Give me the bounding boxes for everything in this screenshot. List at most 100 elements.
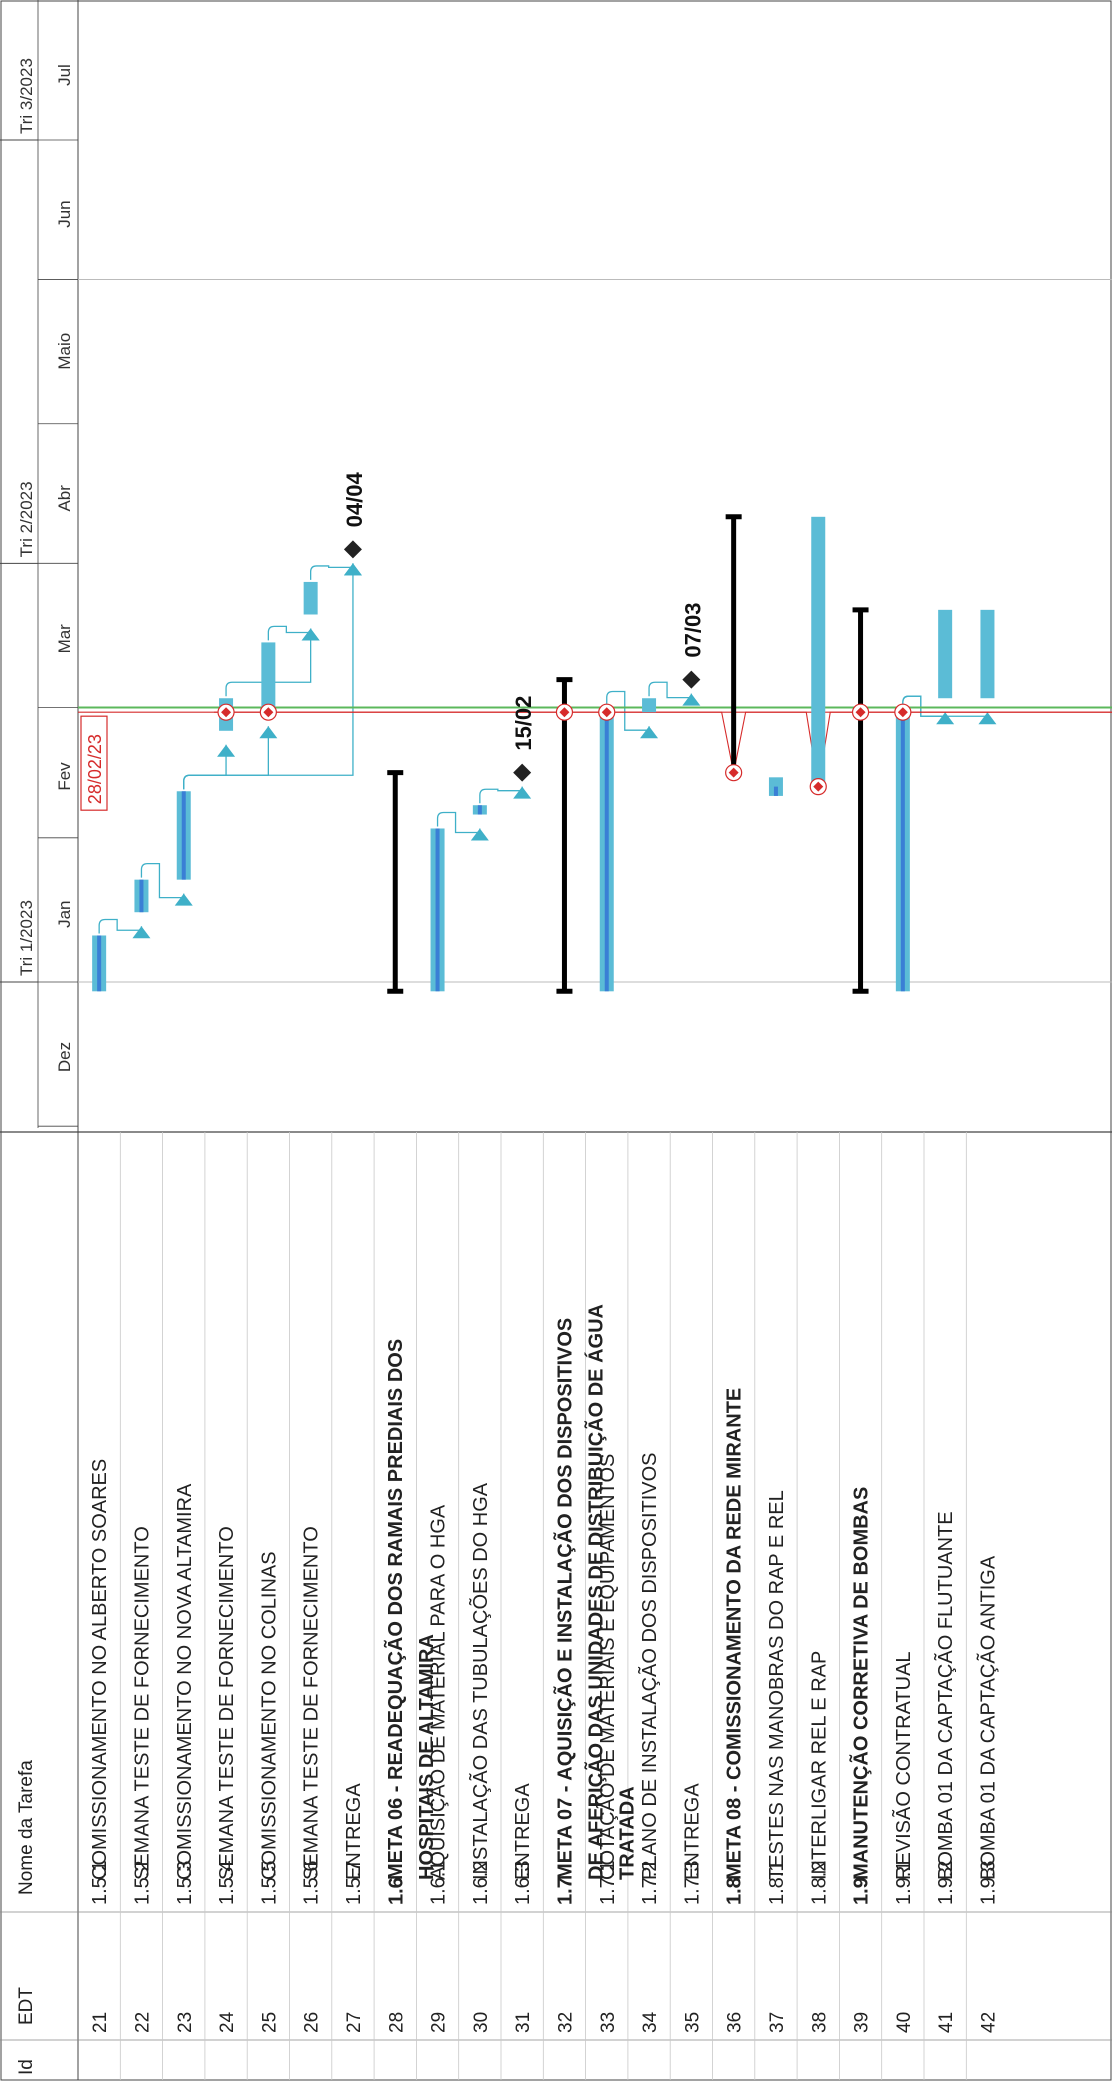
row-task-name: COMISSIONAMENTO NO NOVA ALTAMIRA	[174, 1483, 196, 1880]
row-id: 38	[809, 2012, 830, 2033]
row-id: 27	[344, 2012, 365, 2033]
link-arrow	[978, 712, 997, 725]
row-edt: 1.8.2	[808, 1861, 830, 1905]
row-id: 39	[852, 2012, 873, 2033]
link-arrow	[640, 726, 659, 739]
row-task-name: SEMANA TESTE DE FORNECIMENTO	[216, 1526, 238, 1880]
progress-point-diamond	[263, 707, 274, 718]
row-task-name: MANUTENÇÃO CORRETIVA DE BOMBAS	[850, 1487, 873, 1880]
row-id: 42	[978, 2012, 999, 2033]
milestone-date-label: 07/03	[680, 603, 705, 658]
status-date-label: 28/02/23	[85, 734, 105, 804]
row-task-name: ENTREGA	[681, 1783, 703, 1880]
task-bar[interactable]	[642, 698, 657, 713]
dependency-link	[902, 695, 989, 717]
row-task-name: SEMANA TESTE DE FORNECIMENTO	[131, 1526, 153, 1880]
row-edt: 1.6.2	[470, 1861, 492, 1905]
month-label: Jan	[55, 900, 74, 927]
summary-bracket[interactable]	[725, 514, 742, 776]
link-arrow	[682, 693, 701, 706]
task-progress	[181, 791, 186, 880]
task-bar[interactable]	[811, 516, 826, 787]
progress-line	[214, 711, 1112, 787]
row-edt: 1.9	[851, 1877, 873, 1905]
row-id: 34	[640, 2011, 661, 2033]
row-task-name: META 08 - COMISSIONAMENTO DA REDE MIRANT…	[724, 1388, 746, 1880]
summary-bracket[interactable]	[852, 607, 869, 994]
row-edt: 1.5.3	[174, 1861, 196, 1905]
row-id: 37	[767, 2012, 788, 2033]
milestone-diamond[interactable]	[682, 670, 701, 689]
task-bar[interactable]	[980, 609, 995, 699]
link-arrow	[174, 893, 193, 906]
dependency-link	[183, 744, 227, 790]
task-bar[interactable]	[303, 581, 318, 615]
row-task-name: TRATADA	[616, 1786, 638, 1880]
row-task-name: AQUISIÇÃO DE MATERIAL PARA O HGA	[426, 1504, 450, 1880]
row-task-name: INTERLIGAR REL E RAP	[808, 1651, 830, 1880]
row-id: 26	[302, 2012, 323, 2033]
progress-point-diamond	[813, 781, 824, 792]
link-arrow	[470, 828, 489, 841]
month-label: Fev	[55, 762, 74, 791]
quarter-label: Tri 3/2023	[17, 58, 36, 134]
row-task-name: TESTES NAS MANOBRAS DO RAP E REL	[766, 1490, 788, 1880]
summary-bracket[interactable]	[387, 770, 404, 994]
task-progress	[900, 712, 905, 992]
row-edt: 1.8	[724, 1877, 746, 1905]
row-task-name: DE AFERIÇÃO DAS UNIDADES DE DISTRIBUIÇÃO…	[584, 1304, 607, 1880]
row-task-name: ENTREGA	[343, 1783, 365, 1880]
dependency-link	[98, 918, 143, 934]
milestone-diamond[interactable]	[343, 540, 362, 559]
row-edt: 1.5.4	[216, 1861, 238, 1905]
task-bar[interactable]	[261, 642, 276, 713]
row-edt: 1.6.1	[428, 1861, 450, 1905]
row-id: 29	[429, 2012, 450, 2033]
month-label: Mar	[55, 624, 74, 654]
month-label: Maio	[55, 333, 74, 370]
row-edt: 1.9.2	[935, 1861, 957, 1905]
row-edt: 1.6.3	[512, 1861, 534, 1905]
task-progress	[97, 935, 102, 992]
row-edt: 1.7.3	[681, 1861, 703, 1905]
task-progress	[604, 707, 609, 992]
row-task-name: SEMANA TESTE DE FORNECIMENTO	[301, 1526, 323, 1880]
link-arrow	[343, 563, 362, 576]
task-progress	[435, 828, 440, 992]
status-date-box	[80, 715, 108, 811]
milestone-date-label: 15/02	[511, 696, 536, 751]
row-task-name: BOMBA 01 DA CAPTAÇÃO ANTIGA	[975, 1555, 999, 1880]
row-edt: 1.5.7	[343, 1861, 365, 1905]
summary-bracket[interactable]	[556, 677, 573, 994]
progress-point-diamond	[897, 707, 908, 718]
milestone-diamond[interactable]	[513, 763, 532, 782]
dependency-link	[225, 628, 312, 697]
month-label: Jul	[55, 64, 74, 86]
row-id: 30	[471, 2012, 492, 2033]
link-arrow	[259, 726, 278, 739]
task-progress	[139, 879, 144, 913]
column-header-id: Id	[16, 2059, 37, 2075]
progress-point-diamond	[221, 707, 232, 718]
dependency-link	[479, 786, 523, 804]
link-arrow	[301, 628, 320, 641]
task-bar[interactable]	[938, 609, 953, 699]
dependency-link	[310, 563, 354, 580]
link-arrow	[132, 926, 151, 939]
row-task-name: REVISÃO CONTRATUAL	[891, 1651, 915, 1880]
row-task-name: COMISSIONAMENTO NO ALBERTO SOARES	[89, 1459, 111, 1880]
row-id: 22	[132, 2012, 153, 2033]
row-id: 28	[386, 2012, 407, 2033]
month-label: Dez	[55, 1042, 74, 1072]
link-arrow	[217, 744, 236, 757]
link-arrow	[936, 712, 955, 725]
row-task-name: COTAÇÃO DE MATERIAIS E EQUIPAMENTOS	[595, 1454, 619, 1880]
row-id: 40	[894, 2012, 915, 2033]
row-edt: 1.9.3	[977, 1861, 999, 1905]
progress-point-diamond	[601, 707, 612, 718]
date-lines: 28/02/23	[78, 706, 1112, 811]
row-edt: 1.5.2	[131, 1861, 153, 1905]
row-task-name: BOMBA 01 DA CAPTAÇÃO FLUTUANTE	[933, 1511, 957, 1880]
